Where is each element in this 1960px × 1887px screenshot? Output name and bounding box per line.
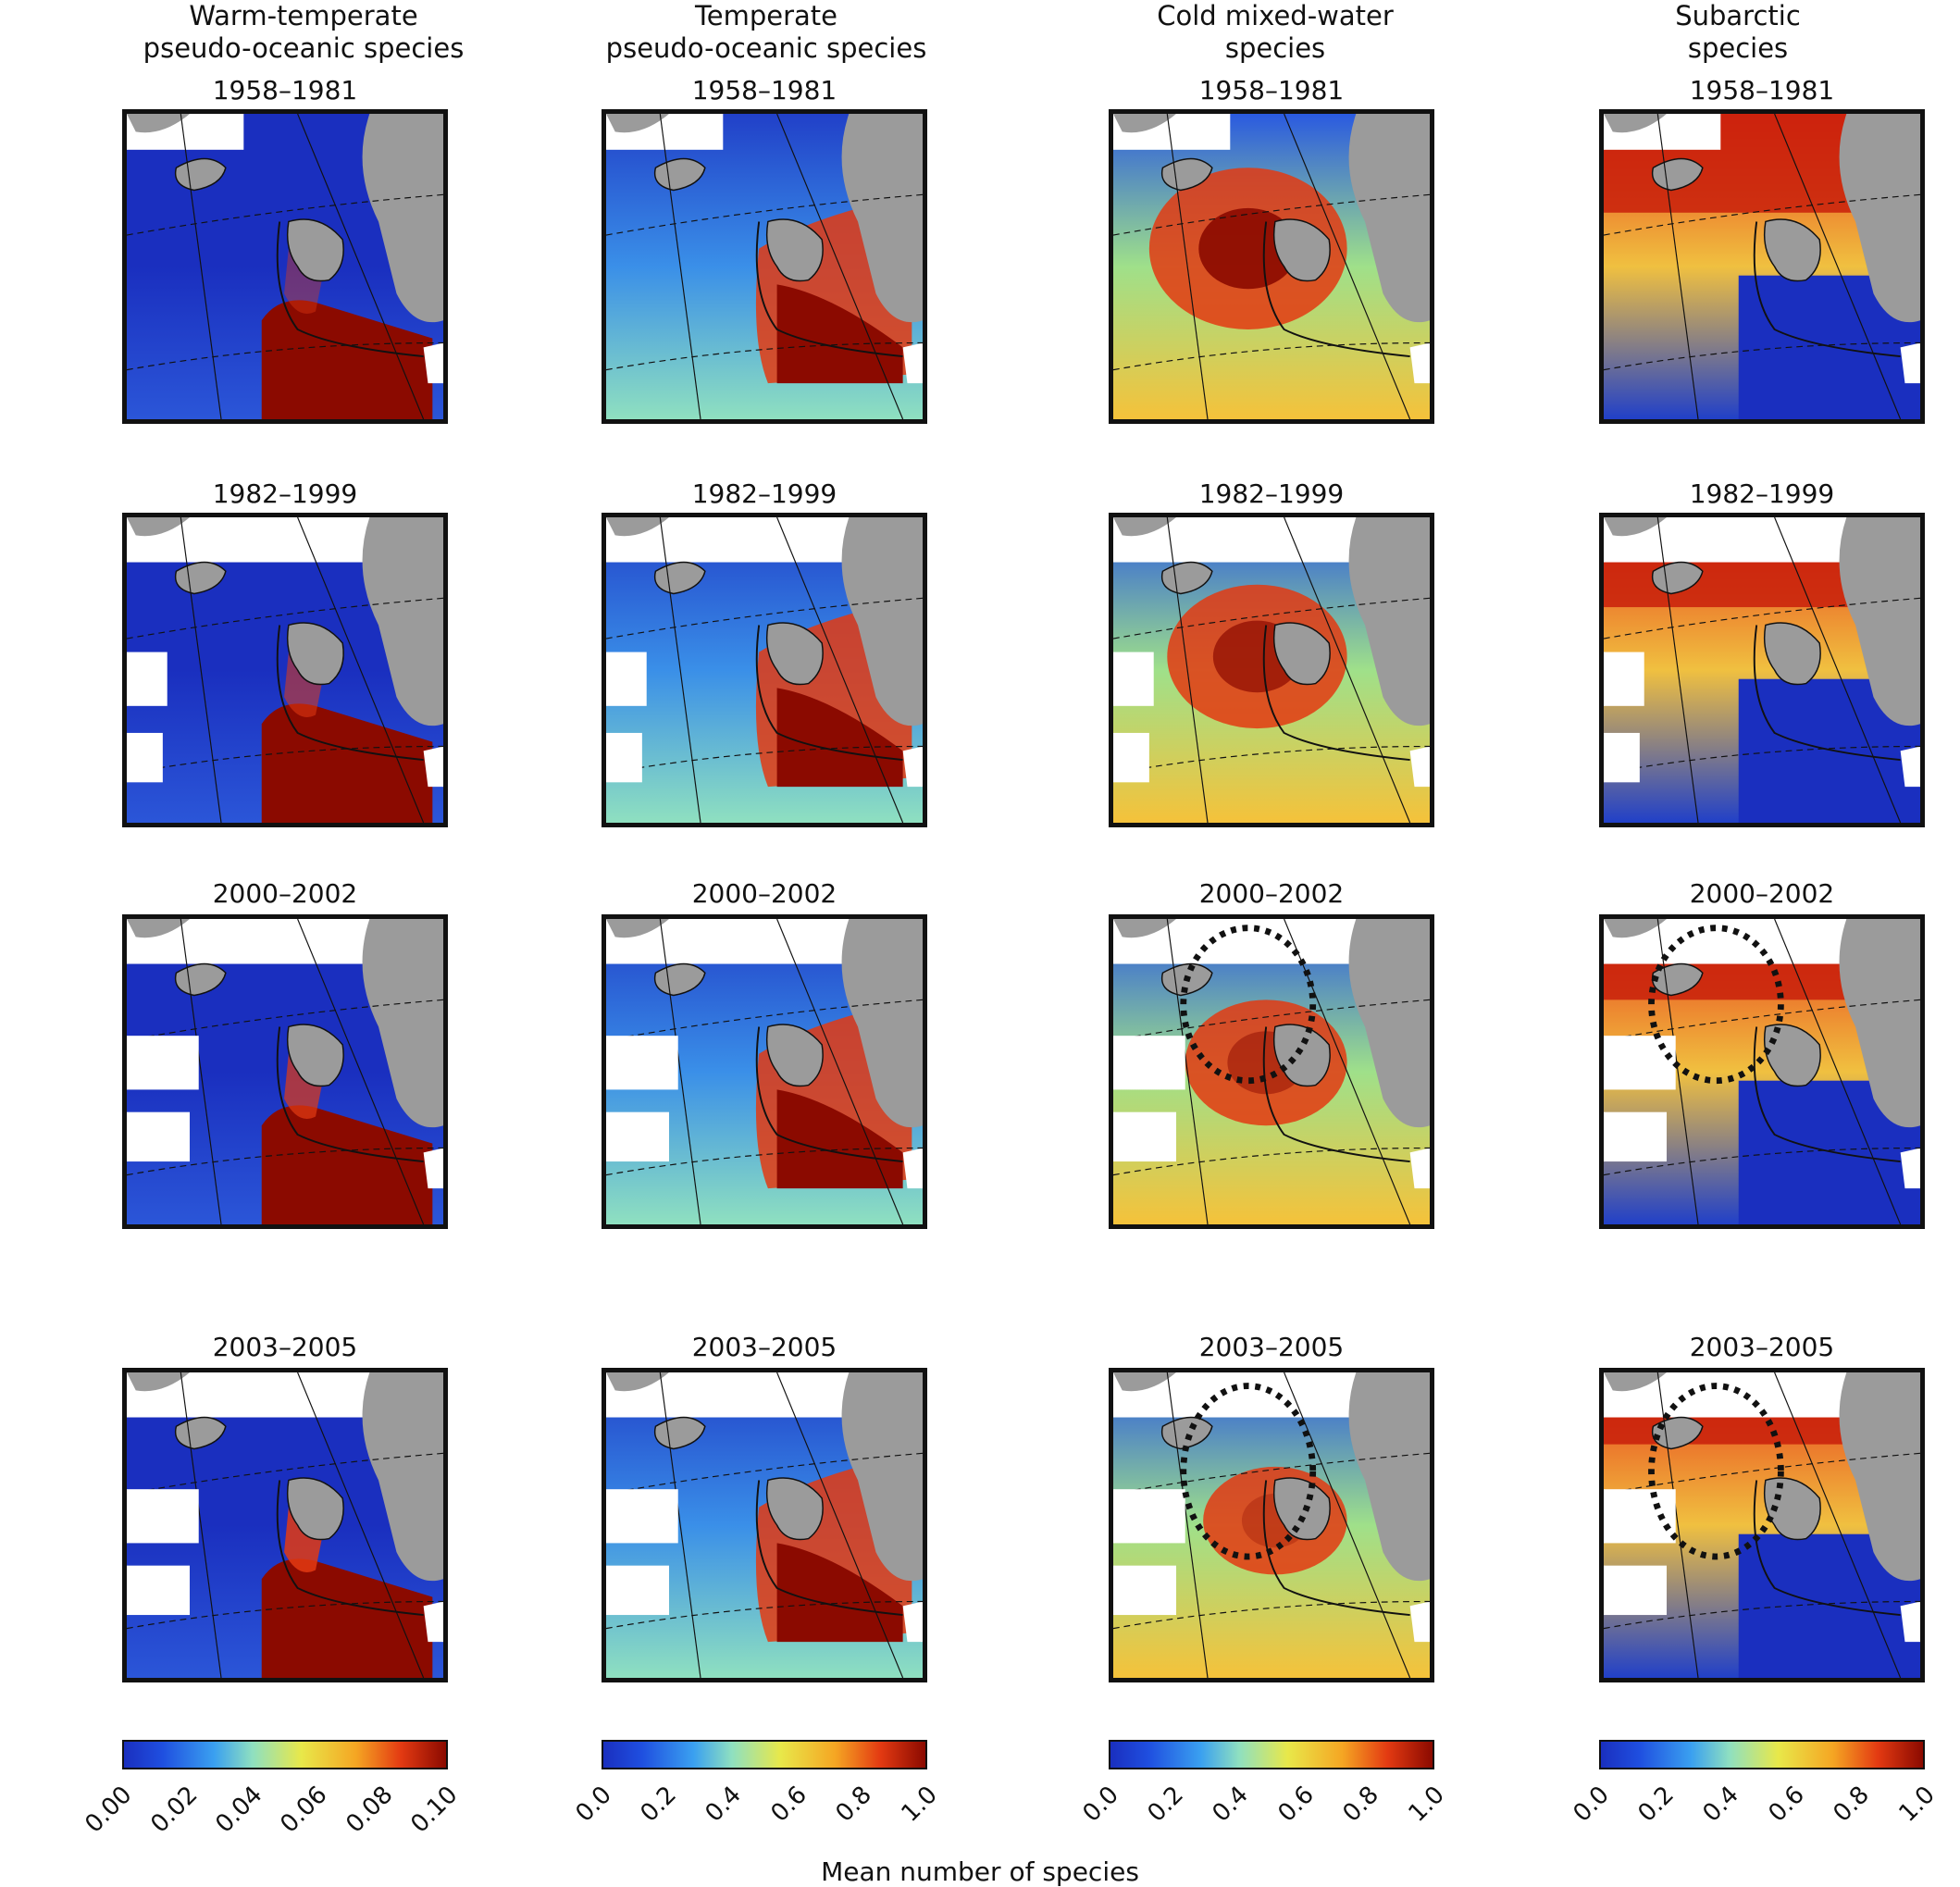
period-label: 1982–1999	[212, 478, 358, 509]
period-label: 1958–1981	[691, 75, 837, 106]
species-map-cold-1	[1109, 109, 1434, 424]
species-map-temperate-4	[602, 1368, 927, 1682]
colorbar-warm	[122, 1740, 448, 1769]
species-map-subarctic-4	[1599, 1368, 1925, 1682]
colorbar-tick-label: 0.2	[1632, 1781, 1681, 1828]
colorbar-tick-label: 0.02	[144, 1781, 204, 1839]
colorbar-cold	[1109, 1740, 1434, 1769]
species-map-warm-4	[122, 1368, 448, 1682]
period-label: 2000–2002	[1198, 878, 1345, 909]
period-label: 2000–2002	[1689, 878, 1835, 909]
column-header-subarctic: Subarctic species	[1534, 0, 1941, 65]
colorbar-tick-label: 0.6	[1763, 1781, 1810, 1828]
column-header-cold-mixed-water: Cold mixed-water species	[1072, 0, 1479, 65]
species-map-temperate-1	[602, 109, 927, 424]
colorbar-tick-label: 0.6	[765, 1781, 813, 1828]
colorbar-tick-label: 0.0	[570, 1781, 617, 1828]
column-header-line: pseudo-oceanic species	[143, 32, 465, 64]
colorbar-tick-label: 0.00	[80, 1781, 138, 1839]
colorbar-tick-label: 0.0	[1568, 1781, 1615, 1828]
species-map-temperate-2	[602, 513, 927, 827]
colorbar-tick-label: 1.0	[1403, 1781, 1450, 1828]
colorbar-tick-label: 0.08	[341, 1781, 399, 1839]
column-header-line: species	[1224, 32, 1326, 64]
period-label: 1958–1981	[212, 75, 358, 106]
colorbar-tick-label: 0.10	[405, 1781, 464, 1839]
colorbar-tick-label: 0.2	[635, 1781, 683, 1828]
column-header-line: Subarctic	[1675, 0, 1801, 31]
period-label: 2003–2005	[212, 1332, 358, 1362]
highlight-circle	[1180, 925, 1317, 1085]
colorbar-tick-label: 0.06	[275, 1781, 333, 1839]
period-label: 1982–1999	[1689, 478, 1835, 509]
column-header-temperate: Temperate pseudo-oceanic species	[563, 0, 970, 65]
column-header-warm-temperate: Warm-temperate pseudo-oceanic species	[100, 0, 507, 65]
period-label: 2003–2005	[1198, 1332, 1345, 1362]
colorbar-temperate	[602, 1740, 927, 1769]
species-map-subarctic-3	[1599, 914, 1925, 1229]
column-header-line: Temperate	[694, 0, 838, 31]
colorbar-tick-label: 0.04	[210, 1781, 268, 1839]
colorbar-tick-label: 0.8	[830, 1781, 878, 1828]
period-label: 1982–1999	[691, 478, 837, 509]
period-label: 1958–1981	[1689, 75, 1835, 106]
species-map-warm-3	[122, 914, 448, 1229]
period-label: 2000–2002	[691, 878, 837, 909]
colorbar-tick-label: 0.4	[1697, 1781, 1745, 1828]
period-label: 2000–2002	[212, 878, 358, 909]
species-map-subarctic-2	[1599, 513, 1925, 827]
colorbar-subarctic	[1599, 1740, 1925, 1769]
highlight-circle	[1648, 925, 1784, 1085]
species-map-warm-1	[122, 109, 448, 424]
species-map-cold-2	[1109, 513, 1434, 827]
colorbar-tick-label: 1.0	[1893, 1781, 1941, 1828]
colorbar-tick-label: 0.8	[1828, 1781, 1876, 1828]
period-label: 1958–1981	[1198, 75, 1345, 106]
column-header-line: Warm-temperate	[189, 0, 418, 31]
species-map-cold-3	[1109, 914, 1434, 1229]
species-map-subarctic-1	[1599, 109, 1925, 424]
column-header-line: Cold mixed-water	[1157, 0, 1394, 31]
x-axis-label: Mean number of species	[821, 1856, 1139, 1887]
species-map-warm-2	[122, 513, 448, 827]
column-header-line: pseudo-oceanic species	[605, 32, 927, 64]
period-label: 2003–2005	[691, 1332, 837, 1362]
colorbar-tick-label: 0.6	[1272, 1781, 1320, 1828]
colorbar-tick-label: 0.2	[1142, 1781, 1190, 1828]
colorbar-tick-label: 0.4	[700, 1781, 748, 1828]
column-header-line: species	[1687, 32, 1789, 64]
period-label: 2003–2005	[1689, 1332, 1835, 1362]
species-map-cold-4	[1109, 1368, 1434, 1682]
colorbar-tick-label: 0.8	[1337, 1781, 1385, 1828]
colorbar-tick-label: 1.0	[896, 1781, 943, 1828]
species-map-temperate-3	[602, 914, 927, 1229]
period-label: 1982–1999	[1198, 478, 1345, 509]
colorbar-tick-label: 0.4	[1207, 1781, 1255, 1828]
colorbar-tick-label: 0.0	[1077, 1781, 1124, 1828]
